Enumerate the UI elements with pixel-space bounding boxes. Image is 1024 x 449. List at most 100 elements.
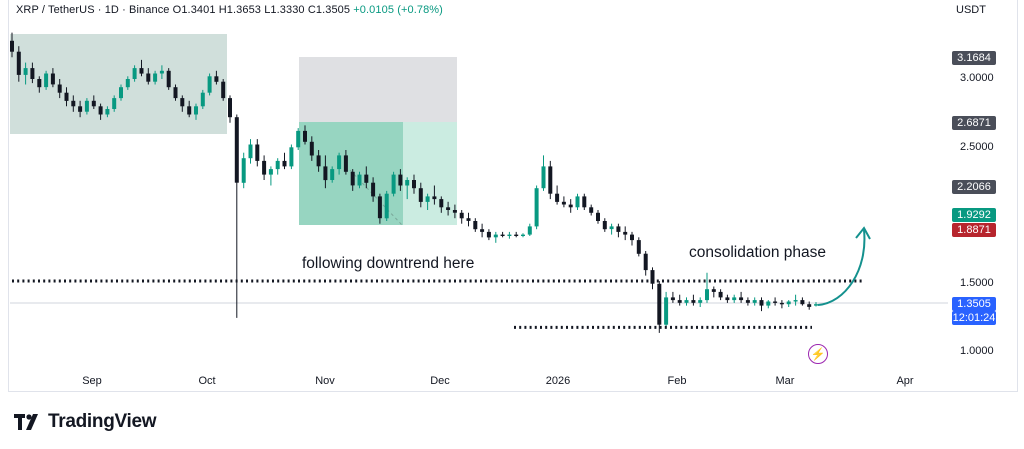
candle[interactable] bbox=[166, 70, 171, 88]
candle[interactable] bbox=[303, 130, 307, 142]
candle[interactable] bbox=[425, 196, 430, 202]
candle[interactable] bbox=[187, 106, 192, 115]
candle[interactable] bbox=[64, 92, 69, 101]
candle[interactable] bbox=[514, 234, 519, 236]
candle[interactable] bbox=[691, 300, 696, 303]
candle[interactable] bbox=[684, 300, 689, 303]
candle[interactable] bbox=[412, 180, 416, 189]
candle[interactable] bbox=[91, 100, 96, 107]
candle[interactable] bbox=[800, 300, 805, 305]
candle[interactable] bbox=[98, 106, 103, 115]
candle[interactable] bbox=[125, 79, 130, 88]
candle[interactable] bbox=[16, 51, 21, 75]
candle[interactable] bbox=[23, 68, 28, 75]
candle[interactable] bbox=[527, 226, 532, 235]
consolidation-annotation[interactable]: consolidation phase bbox=[689, 244, 827, 261]
candle[interactable] bbox=[139, 68, 144, 74]
candle[interactable] bbox=[418, 188, 423, 202]
symbol-name[interactable]: XRP / TetherUS · 1D · Binance bbox=[16, 4, 170, 16]
candle[interactable] bbox=[398, 174, 403, 186]
candle[interactable] bbox=[248, 144, 253, 159]
candle[interactable] bbox=[119, 87, 123, 99]
candle[interactable] bbox=[596, 212, 600, 221]
candle[interactable] bbox=[779, 302, 784, 305]
candle[interactable] bbox=[745, 300, 750, 303]
candle[interactable] bbox=[241, 158, 246, 183]
candle[interactable] bbox=[473, 221, 478, 230]
candle[interactable] bbox=[568, 204, 573, 208]
tradingview-logo[interactable]: TradingView bbox=[14, 411, 157, 433]
target-zone-shape[interactable] bbox=[299, 57, 457, 122]
candle[interactable] bbox=[807, 304, 812, 307]
candle[interactable] bbox=[377, 196, 382, 219]
candle[interactable] bbox=[541, 166, 546, 189]
candle[interactable] bbox=[234, 117, 239, 183]
candle[interactable] bbox=[725, 297, 730, 301]
candle[interactable] bbox=[30, 68, 35, 79]
candle[interactable] bbox=[677, 300, 682, 303]
candle[interactable] bbox=[718, 291, 723, 298]
candle[interactable] bbox=[289, 147, 294, 167]
candle[interactable] bbox=[480, 229, 485, 232]
candle[interactable] bbox=[275, 160, 280, 170]
candle[interactable] bbox=[548, 166, 553, 194]
candle[interactable] bbox=[384, 193, 389, 219]
candle[interactable] bbox=[84, 100, 89, 112]
candle[interactable] bbox=[500, 234, 505, 236]
candle[interactable] bbox=[773, 301, 778, 303]
candle[interactable] bbox=[582, 196, 587, 208]
candle[interactable] bbox=[262, 160, 267, 175]
candle[interactable] bbox=[711, 289, 716, 292]
candle[interactable] bbox=[446, 207, 451, 210]
currency-label[interactable]: USDT bbox=[956, 4, 986, 16]
candle[interactable] bbox=[268, 169, 273, 175]
candle[interactable] bbox=[153, 73, 158, 82]
candle[interactable] bbox=[650, 270, 655, 284]
candle[interactable] bbox=[507, 234, 512, 236]
candle[interactable] bbox=[759, 300, 764, 306]
candle[interactable] bbox=[350, 171, 355, 186]
symbol-header[interactable]: XRP / TetherUS · 1D · Binance O1.3401 H1… bbox=[16, 4, 443, 16]
candle[interactable] bbox=[357, 174, 362, 186]
candle[interactable] bbox=[609, 226, 614, 230]
candle[interactable] bbox=[57, 84, 62, 93]
candle[interactable] bbox=[698, 300, 703, 303]
candle[interactable] bbox=[670, 297, 675, 301]
candle[interactable] bbox=[37, 79, 42, 88]
candle[interactable] bbox=[589, 207, 594, 213]
candle[interactable] bbox=[555, 193, 560, 202]
candle[interactable] bbox=[814, 304, 818, 306]
candle[interactable] bbox=[78, 106, 83, 112]
candle[interactable] bbox=[200, 92, 205, 107]
candle[interactable] bbox=[194, 106, 198, 115]
downtrend-annotation[interactable]: following downtrend here bbox=[302, 255, 475, 272]
candle[interactable] bbox=[405, 180, 410, 186]
candle[interactable] bbox=[466, 218, 471, 221]
candle[interactable] bbox=[371, 182, 376, 197]
candle[interactable] bbox=[105, 109, 110, 115]
candle[interactable] bbox=[112, 98, 117, 109]
candle[interactable] bbox=[330, 169, 335, 180]
candle[interactable] bbox=[630, 234, 634, 241]
candle[interactable] bbox=[732, 297, 737, 301]
lightning-icon[interactable]: ⚡ bbox=[808, 344, 828, 364]
candle[interactable] bbox=[705, 289, 709, 301]
candle[interactable] bbox=[643, 253, 648, 271]
candle[interactable] bbox=[296, 130, 301, 148]
candle[interactable] bbox=[623, 231, 628, 235]
candle[interactable] bbox=[452, 210, 457, 213]
candle[interactable] bbox=[664, 297, 669, 325]
candle[interactable] bbox=[534, 188, 539, 227]
candle[interactable] bbox=[316, 155, 321, 167]
candle[interactable] bbox=[50, 73, 55, 85]
candle[interactable] bbox=[255, 144, 260, 161]
candle[interactable] bbox=[323, 166, 328, 181]
candle[interactable] bbox=[575, 196, 580, 208]
candle[interactable] bbox=[486, 231, 491, 238]
candle[interactable] bbox=[793, 300, 798, 302]
range-box-shape[interactable] bbox=[10, 34, 227, 134]
candle[interactable] bbox=[602, 221, 607, 230]
candle[interactable] bbox=[786, 301, 791, 305]
breakout-arrow[interactable] bbox=[817, 229, 866, 306]
